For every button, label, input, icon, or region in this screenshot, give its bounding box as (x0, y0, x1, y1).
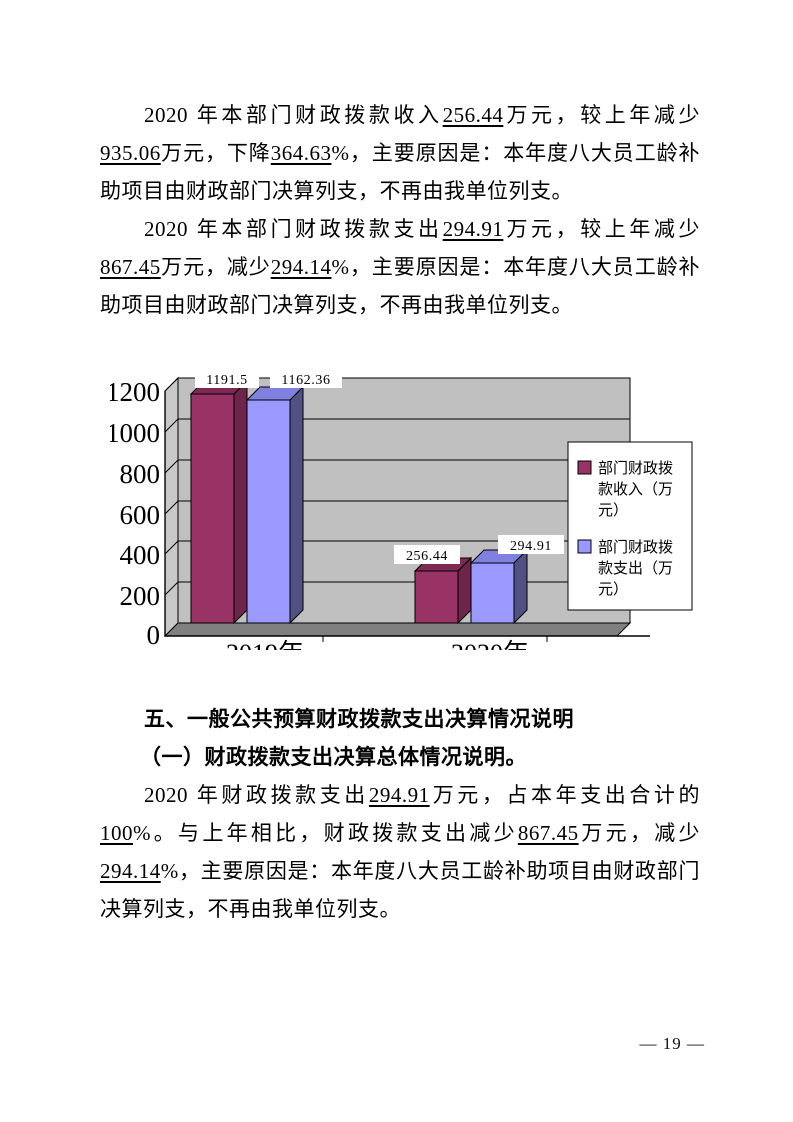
p3-value-share: 100 (100, 821, 133, 845)
chart-category-ticks (322, 636, 548, 642)
subsection-heading-one: （一）财政拨款支出决算总体情况说明。 (140, 745, 527, 769)
legend-swatch-expenditure (577, 539, 592, 554)
chart-y-tick-labels: 1200 1000 800 600 400 200 0 (110, 377, 160, 650)
p3-seg5: %，主要原因是：本年度八大员工龄补助项目由财政部门决算列支，不再由我单位列支。 (100, 859, 700, 921)
p3-seg2: 万元，占本年支出合计的 (429, 783, 701, 807)
p1-seg1: 2020 年本部门财政拨款收入 (144, 103, 443, 127)
chart-legend: 部门财政拨 款收入（万 元） 部门财政拨 款支出（万 元） (567, 441, 693, 611)
legend-label-revenue-line1: 部门财政拨 (598, 459, 673, 477)
section-heading-five: 五、一般公共预算财政拨款支出决算情况说明 (144, 707, 574, 731)
p2-seg3: 万元，减少 (160, 255, 271, 279)
p1-value-decrease: 935.06 (100, 141, 161, 165)
p3-seg1: 2020 年财政拨款支出 (144, 783, 369, 807)
bar-2020-revenue (413, 556, 473, 625)
data-label-294-91: 294.91 (510, 539, 552, 554)
legend-label-expenditure-line3: 元） (598, 580, 628, 598)
document-body-lower: 五、一般公共预算财政拨款支出决算情况说明 （一）财政拨款支出决算总体情况说明。 … (100, 700, 700, 928)
p2-seg1: 2020 年本部门财政拨款支出 (144, 217, 443, 241)
legend-label-expenditure-line1: 部门财政拨 (598, 538, 673, 556)
legend-label-revenue-line2: 款收入（万 (598, 480, 673, 498)
page-number: — 19 — (639, 1034, 705, 1053)
p2-value-expenditure: 294.91 (442, 217, 504, 241)
p1-value-percent: 364.63 (270, 141, 332, 165)
p3-seg3: %。与上年相比，财政拨款支出减少 (133, 821, 518, 845)
data-label-2020-revenue: 256.44 (394, 545, 460, 564)
y-tick-200: 200 (120, 581, 161, 611)
legend-label-expenditure-line2: 款支出（万 (598, 559, 673, 577)
bar-chart: 1200 1000 800 600 400 200 0 (110, 365, 700, 650)
data-label-1162-36: 1162.36 (281, 373, 330, 388)
p2-value-decrease: 867.45 (100, 255, 161, 279)
data-label-2019-revenue: 1191.5 (195, 369, 259, 388)
y-tick-0: 0 (147, 620, 161, 650)
y-tick-1200: 1200 (110, 377, 160, 407)
y-tick-400: 400 (120, 540, 161, 570)
p2-seg2: 万元，较上年减少 (503, 217, 701, 241)
y-tick-600: 600 (120, 500, 161, 530)
y-tick-1000: 1000 (110, 418, 160, 448)
legend-label-revenue-line3: 元） (598, 501, 628, 519)
p2-value-percent: 294.14 (270, 255, 332, 279)
legend-swatch-revenue (577, 460, 592, 475)
chart-floor (163, 622, 632, 637)
bar-2019-revenue (189, 379, 249, 625)
p3-seg4: 万元，减少 (578, 821, 700, 845)
bar-2019-expenditure (245, 385, 305, 625)
p2-seg4: %，主要原因是：本年度八大员工龄补助项目由财政部门决算列支，不再由我单位列支。 (100, 255, 701, 317)
p3-value-decrease: 867.45 (517, 821, 579, 845)
data-label-1191-5: 1191.5 (206, 373, 248, 388)
paragraph-expenditure: 2020 年本部门财政拨款支出294.91万元，较上年减少 867.45万元，减少… (100, 210, 700, 324)
paragraph-expenditure-total: 2020 年财政拨款支出294.91万元，占本年支出合计的 100%。与上年相比，… (100, 776, 700, 928)
category-label-2019: 2019年 (226, 639, 304, 650)
p1-seg3: 万元，下降 (160, 141, 271, 165)
data-label-2019-expenditure: 1162.36 (270, 369, 342, 388)
chart-tick-connectors (164, 377, 179, 596)
p1-value-revenue: 256.44 (442, 103, 504, 127)
p1-seg2: 万元，较上年减少 (503, 103, 701, 127)
chart-canvas: 1200 1000 800 600 400 200 0 (110, 369, 693, 650)
p1-seg4: %，主要原因是：本年度八大员工龄补助项目由财政部门决算列支，不再由我单位列支。 (100, 141, 701, 203)
data-label-2020-expenditure: 294.91 (498, 535, 564, 554)
data-label-256-44: 256.44 (406, 549, 448, 564)
bar-2020-expenditure (469, 548, 529, 625)
y-tick-800: 800 (120, 459, 161, 489)
paragraph-revenue: 2020 年本部门财政拨款收入256.44万元，较上年减少 935.06万元，下降… (100, 96, 700, 210)
document-body: 2020 年本部门财政拨款收入256.44万元，较上年减少935.06万元，下降… (100, 96, 700, 324)
p3-value-expenditure: 294.91 (368, 783, 430, 807)
p3-value-percent: 294.14 (100, 859, 161, 883)
